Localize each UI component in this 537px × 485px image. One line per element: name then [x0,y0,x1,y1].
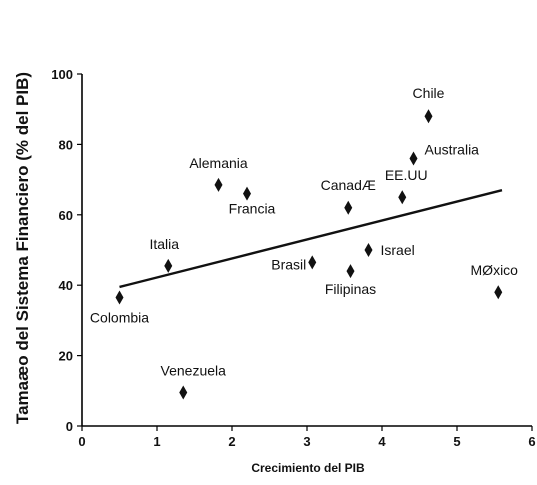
data-point [214,177,223,192]
x-tick-label: 6 [528,434,535,449]
x-tick-label: 3 [303,434,310,449]
x-tick-label: 4 [378,434,386,449]
x-tick-label: 5 [453,434,460,449]
point-label: Chile [413,85,445,101]
x-tick-label: 0 [78,434,85,449]
point-labels: Chile Australia Alemania Francia EE.UU CanadÆ… [90,85,518,378]
data-point [344,200,353,215]
point-label: Brasil [271,256,306,272]
data-point [308,255,317,270]
data-point [346,264,355,279]
data-point [409,151,418,166]
y-tick-label: 60 [59,208,73,223]
point-label: EE.UU [385,167,428,183]
data-point [398,190,407,205]
x-tick-label: 1 [153,434,160,449]
y-tick-label: 100 [51,67,73,82]
point-label: Australia [425,141,480,157]
data-point [164,258,173,273]
data-point [115,290,124,305]
data-point [243,186,251,201]
trendline-group [119,188,503,289]
x-tick-label: 2 [228,434,235,449]
point-label: MØxico [471,262,519,278]
x-axis-title: Crecimiento del PIB [251,461,365,475]
point-label: Venezuela [161,363,227,379]
point-label: Israel [381,242,415,258]
data-point [179,385,188,400]
trendline [119,188,503,289]
point-label: CanadÆ [321,177,376,193]
point-label: Alemania [189,155,248,171]
data-point [494,285,503,300]
axes [77,73,533,431]
point-label: Italia [149,236,179,252]
point-label: Francia [229,201,276,217]
point-label: Filipinas [325,281,376,297]
y-axis-title: Tamaæo del Sistema Financiero (% del PIB… [13,72,32,424]
y-tick-label: 0 [66,419,73,434]
data-point [364,243,373,257]
data-point [424,109,433,124]
y-tick-label: 20 [59,349,73,364]
y-tick-label: 40 [59,278,73,293]
data-points [115,109,503,400]
point-label: Colombia [90,310,149,326]
y-tick-label: 80 [59,137,73,152]
